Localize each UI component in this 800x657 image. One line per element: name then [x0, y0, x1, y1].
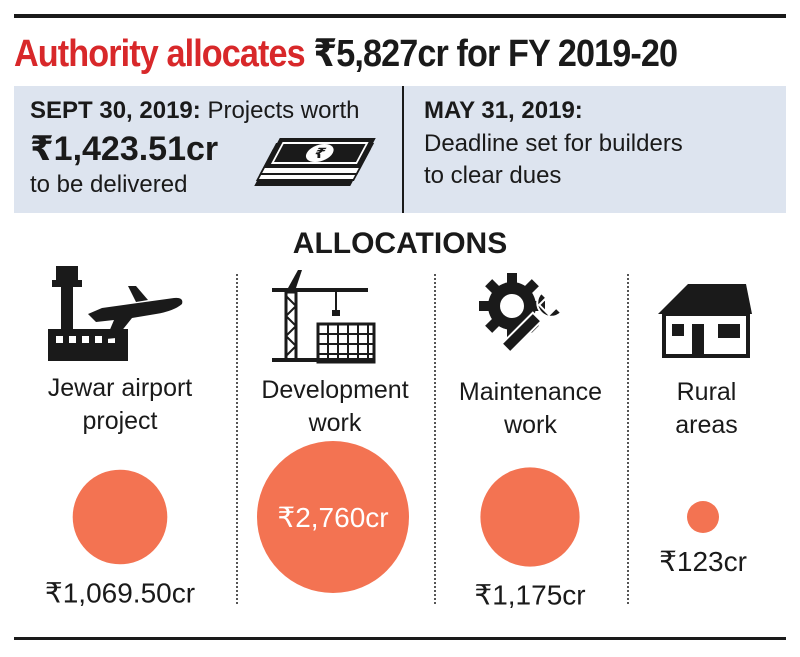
band-divider [402, 86, 404, 213]
column-divider [236, 274, 238, 604]
category-label: Development work [236, 374, 434, 440]
category-label: Rural areas [627, 376, 786, 442]
sept-text-2: to be delivered [30, 171, 188, 198]
bottom-rule [14, 637, 786, 640]
category-label-line: work [504, 411, 557, 439]
top-rule [14, 14, 786, 18]
may-line-2: to clear dues [424, 162, 562, 189]
column-divider [434, 274, 436, 604]
info-right: MAY 31, 2019: Deadline set for builders … [424, 94, 774, 192]
bubble-mark [257, 441, 409, 593]
info-left: SEPT 30, 2019: Projects worth ₹1,423.51c… [30, 94, 400, 200]
sept-date: SEPT 30, 2019: [30, 97, 201, 124]
headline: Authority allocates ₹5,827cr for FY 2019… [14, 26, 709, 82]
bubble-mark [72, 469, 168, 565]
allocations-title: ALLOCATIONS [292, 227, 508, 260]
info-band [14, 86, 786, 213]
bubble-mark [687, 501, 719, 533]
category-label-line: Rural [676, 378, 737, 406]
house-icon [658, 284, 752, 358]
airport-icon [48, 266, 183, 361]
sept-amount: ₹1,423.51cr [30, 130, 219, 168]
may-date: MAY 31, 2019: [424, 97, 583, 124]
sept-text: Projects worth [207, 97, 360, 124]
gear-wrench-icon [479, 273, 563, 354]
bubble-value-label: ₹1,175cr [474, 580, 585, 611]
headline-dark-part: ₹5,827cr for FY 2019-20 [313, 33, 678, 75]
may-line-1: Deadline set for builders [424, 130, 683, 157]
bubble-value-label: ₹1,069.50cr [45, 577, 195, 608]
headline-red-part: Authority allocates [14, 33, 306, 75]
construction-crane-icon [272, 270, 376, 364]
banknotes-icon: ₹ [254, 138, 376, 186]
category-label-line: areas [675, 411, 738, 439]
category-label: Maintenance work [434, 376, 627, 442]
category-label-line: Development [261, 376, 409, 404]
category-label-line: work [308, 409, 362, 437]
category-label-line: Maintenance [458, 378, 603, 406]
category-label-line: Jewar airport [47, 374, 193, 402]
category-label-line: project [82, 407, 158, 435]
column-divider [627, 274, 629, 604]
bubble-value-label: ₹123cr [659, 546, 747, 577]
bubble-value-label: ₹2,760cr [277, 502, 388, 533]
allocation-bubbles: ₹1,069.50cr ₹2,760cr ₹1,175cr ₹123cr [45, 441, 747, 611]
bubble-mark [480, 467, 580, 567]
category-label: Jewar airport project [20, 372, 220, 438]
sept-line: SEPT 30, 2019: Projects worth [30, 94, 400, 128]
